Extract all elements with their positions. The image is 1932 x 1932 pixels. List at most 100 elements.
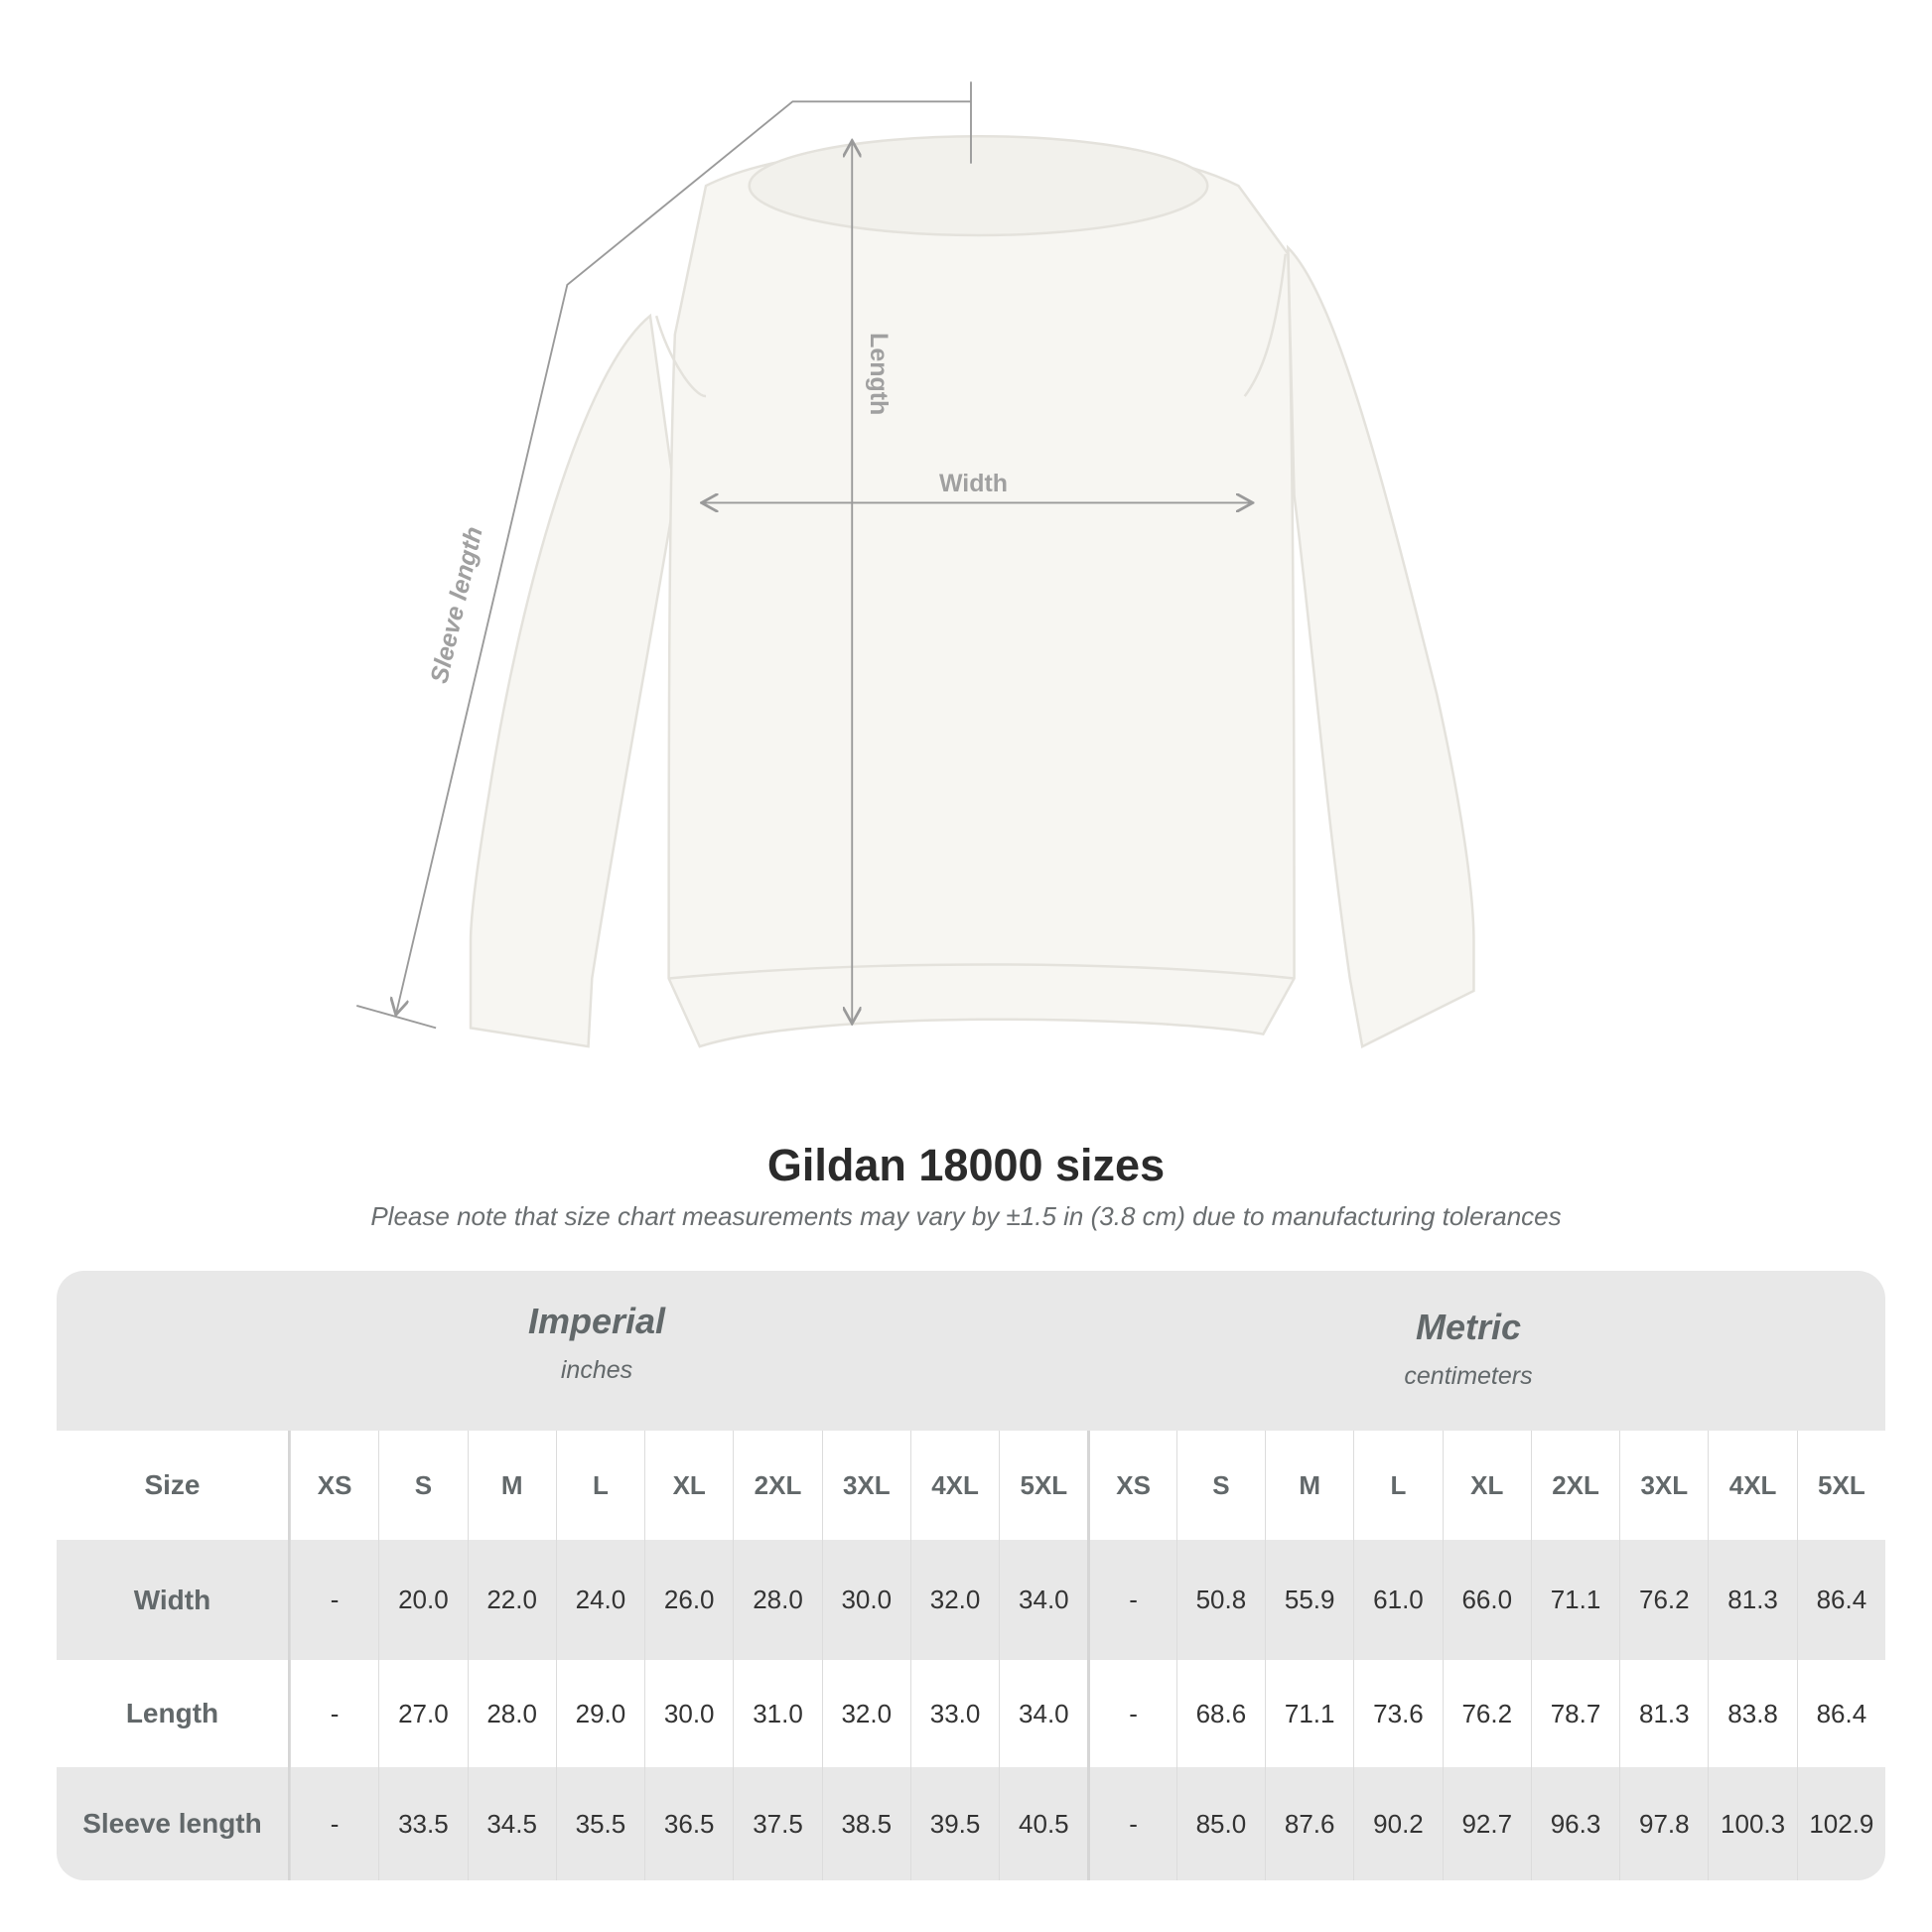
metric-value-cell: 97.8 [1619, 1767, 1708, 1880]
row-label: Width [57, 1540, 290, 1660]
imperial-value-cell: 28.0 [733, 1540, 821, 1660]
imperial-value-cell: - [289, 1660, 378, 1767]
imperial-unit: inches [560, 1356, 633, 1384]
row-label: Sleeve length [57, 1767, 290, 1880]
size-header-imperial: 5XL [999, 1431, 1087, 1540]
imperial-value-cell: 38.5 [821, 1767, 910, 1880]
metric-value-cell: 90.2 [1353, 1767, 1442, 1880]
imperial-value-cell: 31.0 [733, 1660, 821, 1767]
imperial-value-cell: 22.0 [467, 1540, 556, 1660]
metric-value-cell: 61.0 [1353, 1540, 1442, 1660]
size-header-metric: 5XL [1796, 1431, 1885, 1540]
metric-value-cell: 86.4 [1796, 1660, 1885, 1767]
imperial-value-cell: 34.0 [999, 1540, 1087, 1660]
size-header-row: Size XS S M L XL 2XL 3XL 4XL 5XL XS S M L XL 2XL 3XL 4XL 5… [57, 1431, 1885, 1540]
table-header-band [57, 1271, 1885, 1431]
imperial-value-cell: 24.0 [555, 1540, 644, 1660]
body [667, 144, 1296, 1048]
metric-value-cell: 86.4 [1796, 1540, 1885, 1660]
metric-value-cell: 85.0 [1175, 1767, 1265, 1880]
metric-value-cell: 76.2 [1619, 1540, 1708, 1660]
metric-value-cell: 96.3 [1530, 1767, 1619, 1880]
imperial-value-cell: 26.0 [644, 1540, 733, 1660]
metric-value-cell: 73.6 [1353, 1660, 1442, 1767]
size-header-imperial: 3XL [821, 1431, 910, 1540]
imperial-title: Imperial [527, 1301, 666, 1341]
left-sleeve [469, 313, 677, 1048]
tolerance-note: Please note that size chart measurements… [370, 1201, 1562, 1231]
table-row: Length -27.0 28.0 29.0 30.0 31.0 32.0 33.0 34.0-… [57, 1660, 1885, 1767]
right-sleeve [1287, 244, 1475, 1048]
metric-header: Metric centimeters [1171, 1307, 1766, 1391]
imperial-value-cell: 36.5 [644, 1767, 733, 1880]
length-label: Length [865, 333, 893, 415]
imperial-value-cell: 35.5 [555, 1767, 644, 1880]
imperial-value-cell: 37.5 [733, 1767, 821, 1880]
sleeve-length-line [396, 100, 971, 1013]
metric-value-cell: 71.1 [1530, 1540, 1619, 1660]
size-header-metric: XS [1087, 1431, 1175, 1540]
metric-value-cell: 68.6 [1175, 1660, 1265, 1767]
size-header-imperial: 2XL [733, 1431, 821, 1540]
metric-value-cell: - [1087, 1660, 1175, 1767]
row-label: Length [57, 1660, 290, 1767]
size-header-imperial: S [378, 1431, 467, 1540]
size-header-metric: L [1353, 1431, 1442, 1540]
sweatshirt-image [469, 134, 1475, 1048]
imperial-value-cell: 33.5 [378, 1767, 467, 1880]
metric-value-cell: 76.2 [1442, 1660, 1531, 1767]
measurement-lines [356, 81, 1251, 1030]
size-header-imperial: M [467, 1431, 556, 1540]
imperial-value-cell: 30.0 [644, 1660, 733, 1767]
metric-value-cell: 92.7 [1442, 1767, 1531, 1880]
imperial-value-cell: - [289, 1767, 378, 1880]
size-header-imperial: L [555, 1431, 644, 1540]
imperial-value-cell: 39.5 [909, 1767, 999, 1880]
metric-value-cell: - [1087, 1540, 1175, 1660]
page-title: Gildan 18000 sizes [766, 1140, 1166, 1190]
size-header-metric: 2XL [1530, 1431, 1619, 1540]
metric-value-cell: 50.8 [1175, 1540, 1265, 1660]
size-header-metric: M [1265, 1431, 1353, 1540]
metric-value-cell: 66.0 [1442, 1540, 1531, 1660]
size-label: Size [57, 1431, 290, 1540]
width-label: Width [939, 470, 1008, 497]
imperial-value-cell: 30.0 [821, 1540, 910, 1660]
metric-value-cell: 102.9 [1796, 1767, 1885, 1880]
imperial-value-cell: 20.0 [378, 1540, 467, 1660]
size-header-imperial: XL [644, 1431, 733, 1540]
metric-value-cell: 87.6 [1265, 1767, 1353, 1880]
imperial-value-cell: 32.0 [821, 1660, 910, 1767]
metric-title: Metric [1415, 1307, 1522, 1347]
imperial-value-cell: 28.0 [467, 1660, 556, 1767]
imperial-value-cell: 32.0 [909, 1540, 999, 1660]
collar [748, 134, 1209, 237]
table-row: Sleeve length -33.5 34.5 35.5 36.5 37.5 38.5 39… [57, 1767, 1885, 1880]
size-header-imperial: 4XL [909, 1431, 999, 1540]
metric-value-cell: - [1087, 1767, 1175, 1880]
imperial-value-cell: 34.5 [467, 1767, 556, 1880]
metric-value-cell: 78.7 [1530, 1660, 1619, 1767]
metric-value-cell: 55.9 [1265, 1540, 1353, 1660]
size-header-imperial: XS [289, 1431, 378, 1540]
metric-unit: centimeters [1404, 1362, 1533, 1390]
size-header-metric: XL [1442, 1431, 1531, 1540]
table-row: Width -20.0 22.0 24.0 26.0 28.0 30.0 32.0 34.0-5… [57, 1540, 1885, 1660]
size-table: Imperial inches Metric centimeters Size X… [57, 1271, 1885, 1880]
metric-value-cell: 81.3 [1708, 1540, 1796, 1660]
metric-value-cell: 71.1 [1265, 1660, 1353, 1767]
size-header-metric: 3XL [1619, 1431, 1708, 1540]
imperial-value-cell: 40.5 [999, 1767, 1087, 1880]
imperial-header: Imperial inches [299, 1301, 895, 1385]
size-header-metric: S [1175, 1431, 1265, 1540]
size-header-metric: 4XL [1708, 1431, 1796, 1540]
imperial-value-cell: - [289, 1540, 378, 1660]
imperial-value-cell: 29.0 [555, 1660, 644, 1767]
metric-value-cell: 83.8 [1708, 1660, 1796, 1767]
metric-value-cell: 81.3 [1619, 1660, 1708, 1767]
imperial-value-cell: 34.0 [999, 1660, 1087, 1767]
metric-value-cell: 100.3 [1708, 1767, 1796, 1880]
imperial-value-cell: 33.0 [909, 1660, 999, 1767]
hem-rib [668, 963, 1295, 980]
